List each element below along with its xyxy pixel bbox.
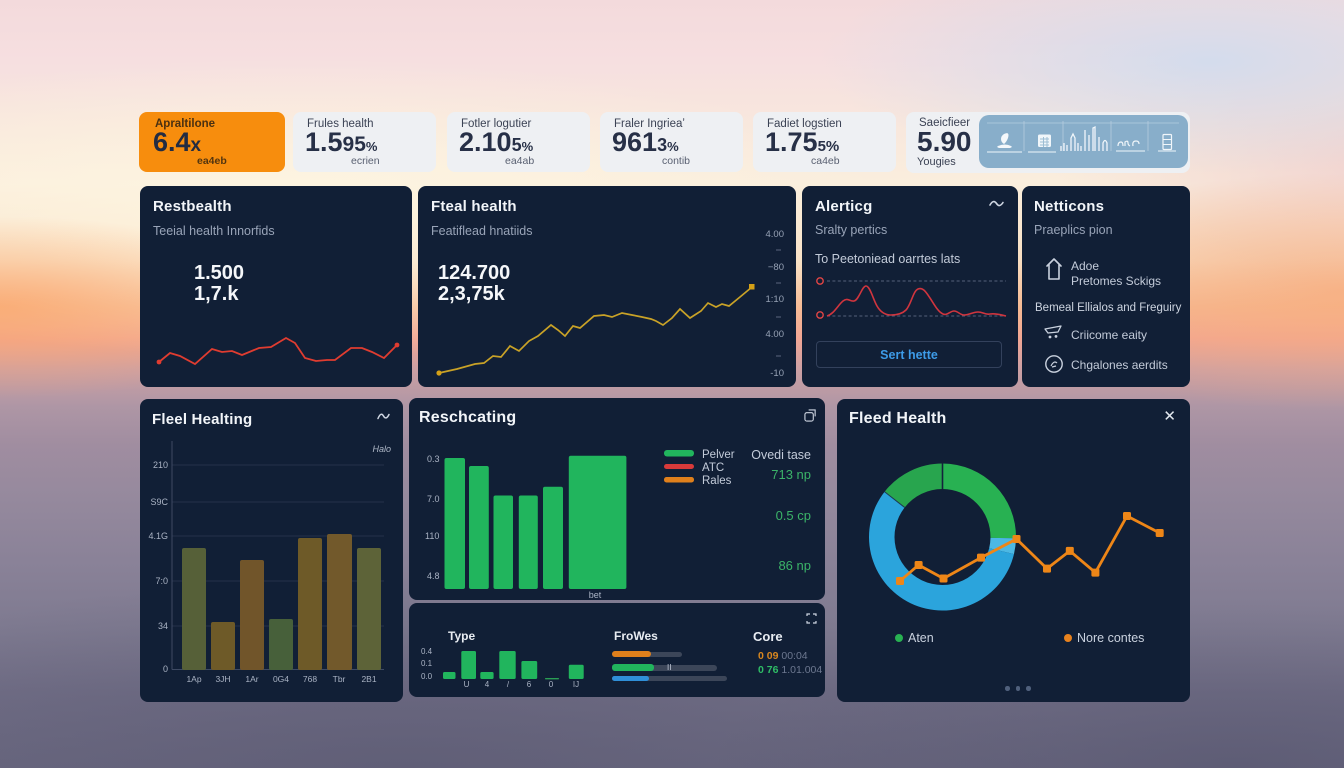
svg-text:4.8: 4.8 — [427, 571, 440, 581]
svg-text:34: 34 — [158, 621, 168, 631]
svg-text:6: 6 — [527, 680, 532, 689]
svg-text:1Ap: 1Ap — [186, 674, 201, 684]
svg-text:Tbr: Tbr — [333, 674, 346, 684]
svg-text:3JH: 3JH — [215, 674, 230, 684]
svg-text:1:10: 1:10 — [766, 294, 785, 305]
svg-text:4.00: 4.00 — [766, 229, 785, 240]
svg-text:/: / — [507, 680, 510, 689]
svg-text:ATC: ATC — [702, 462, 724, 474]
svg-text:1Ar: 1Ar — [245, 674, 258, 684]
svg-text:bet: bet — [589, 590, 602, 600]
svg-text:U: U — [464, 680, 470, 689]
svg-text:S9C: S9C — [150, 497, 168, 507]
svg-text:0.1: 0.1 — [421, 659, 433, 668]
svg-text:4: 4 — [485, 680, 490, 689]
svg-text:0G4: 0G4 — [273, 674, 289, 684]
svg-text:-10: -10 — [770, 368, 784, 379]
svg-text:7:0: 7:0 — [155, 576, 168, 586]
svg-text:−80: −80 — [768, 262, 784, 273]
svg-text:IJ: IJ — [573, 680, 579, 689]
svg-text:0: 0 — [549, 680, 554, 689]
svg-text:0.4: 0.4 — [421, 647, 433, 656]
svg-text:Rales: Rales — [702, 475, 732, 487]
svg-text:768: 768 — [303, 674, 317, 684]
svg-text:2B1: 2B1 — [361, 674, 376, 684]
svg-text:4.00: 4.00 — [766, 329, 785, 340]
svg-text:Pelver: Pelver — [702, 449, 735, 461]
svg-text:4.1G: 4.1G — [148, 531, 168, 541]
svg-text:7.0: 7.0 — [427, 494, 440, 504]
svg-text:0.3: 0.3 — [427, 454, 440, 464]
svg-text:0: 0 — [163, 664, 168, 674]
svg-text:0.0: 0.0 — [421, 672, 433, 681]
svg-text:110: 110 — [425, 531, 439, 541]
svg-text:210: 210 — [153, 460, 168, 470]
